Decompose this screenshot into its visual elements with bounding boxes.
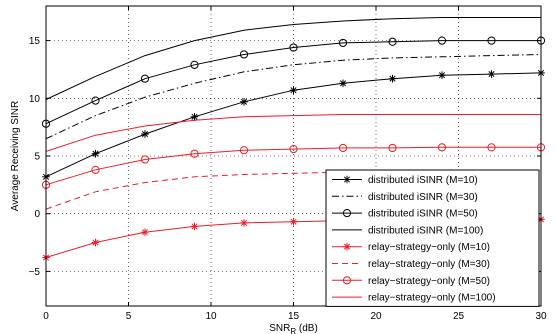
data-point — [141, 130, 149, 138]
data-point — [239, 146, 249, 155]
series-line-4 — [45, 17, 541, 100]
star-stroke — [92, 239, 99, 246]
legend-swatch-marker — [342, 209, 352, 218]
data-point — [487, 70, 496, 78]
x-axis-label-subscript: R — [290, 327, 296, 334]
star-stroke — [488, 71, 495, 78]
data-point — [140, 74, 150, 83]
data-point — [339, 79, 347, 88]
data-point — [437, 143, 447, 152]
star-stroke — [290, 87, 297, 94]
legend-label: distributed iSINR (M=100) — [368, 225, 483, 236]
data-point — [190, 112, 199, 121]
data-point — [487, 36, 496, 45]
star-stroke — [389, 75, 396, 82]
data-point — [487, 143, 496, 152]
legend-swatch-marker — [342, 276, 352, 285]
data-point — [141, 228, 149, 236]
legend-label: relay−strategy−only (M=30) — [368, 259, 490, 270]
star-stroke — [343, 176, 351, 183]
data-point — [190, 60, 199, 69]
series-line-2 — [45, 54, 542, 140]
x-axis-label-main: SNR — [269, 323, 290, 334]
y-tick-label: −5 — [29, 267, 41, 278]
star-stroke — [92, 150, 99, 157]
series-line-3 — [45, 40, 541, 125]
x-tick-label: 5 — [126, 311, 132, 322]
x-tick-label: 15 — [288, 311, 300, 322]
data-point — [438, 71, 446, 80]
star-stroke — [438, 72, 446, 79]
x-tick-label: 20 — [370, 311, 382, 322]
data-point — [388, 37, 397, 46]
star-stroke — [343, 243, 351, 250]
legend-label: distributed iSINR (M=10) — [368, 175, 478, 186]
legend-box — [325, 169, 540, 307]
data-point — [140, 155, 150, 164]
star-stroke — [141, 229, 149, 236]
star-stroke — [240, 98, 248, 105]
data-point — [338, 143, 348, 153]
data-point — [190, 222, 199, 231]
legend-label: distributed iSINR (M=30) — [368, 192, 478, 203]
y-tick-label: 15 — [29, 36, 41, 47]
x-axis-label-unit: (dB) — [296, 323, 318, 334]
star-stroke — [191, 223, 198, 230]
legend-label: relay−strategy−only (M=10) — [368, 242, 490, 253]
star-stroke — [141, 131, 149, 138]
data-point — [91, 149, 100, 158]
star-stroke — [290, 218, 297, 225]
star-stroke — [339, 80, 347, 87]
data-point — [91, 165, 100, 174]
data-point — [388, 74, 397, 83]
data-point — [190, 149, 199, 158]
data-point — [91, 238, 100, 247]
legend-label: relay−strategy−only (M=50) — [368, 276, 490, 287]
series-line-8 — [45, 114, 541, 152]
x-axis-label: SNRR (dB) — [269, 323, 318, 334]
data-point — [437, 36, 447, 45]
data-point — [289, 144, 298, 154]
x-tick-label: 25 — [453, 311, 465, 322]
y-tick-label: 10 — [29, 94, 41, 105]
data-point — [91, 96, 100, 105]
data-point — [240, 219, 248, 227]
data-point — [338, 38, 348, 48]
x-tick-label: 30 — [535, 311, 547, 322]
x-tick-label: 0 — [43, 311, 49, 322]
data-point — [239, 50, 249, 59]
legend: distributed iSINR (M=10) distributed iSIN… — [325, 169, 540, 307]
data-point — [240, 97, 248, 106]
legend-label: distributed iSINR (M=50) — [368, 209, 478, 220]
data-point — [289, 217, 298, 226]
legend-swatch-marker — [343, 175, 351, 184]
y-tick-label: 5 — [34, 152, 40, 163]
data-point — [289, 86, 298, 95]
x-tick-label: 10 — [205, 311, 217, 322]
y-axis-label: Average Receiving SINR — [10, 101, 21, 211]
y-tick-label: 0 — [34, 209, 40, 220]
data-point — [388, 143, 397, 153]
star-stroke — [191, 113, 198, 120]
x-ticks: 0 5 10 15 20 25 30 — [43, 6, 547, 322]
legend-swatch-marker — [343, 242, 351, 251]
series-line-7 — [45, 146, 541, 186]
star-stroke — [240, 219, 248, 226]
legend-label: relay−strategy−only (M=100) — [368, 293, 496, 304]
series-line-6 — [45, 171, 541, 210]
data-point — [289, 43, 298, 52]
